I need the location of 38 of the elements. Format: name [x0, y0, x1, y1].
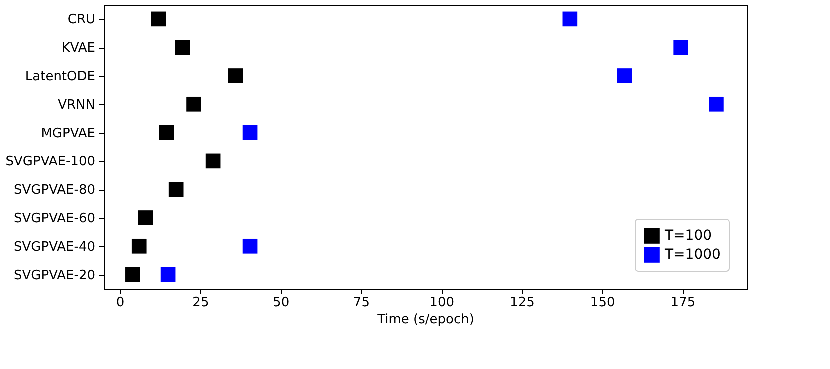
y-tick-label: SVGPVAE-100 — [6, 154, 96, 170]
point — [175, 40, 190, 56]
point — [674, 40, 689, 56]
x-tick-label: 25 — [192, 296, 210, 310]
y-tick-label: MGPVAE — [41, 126, 96, 142]
point — [206, 154, 221, 169]
point — [562, 12, 578, 27]
point — [228, 68, 244, 84]
y-tick-label: SVGPVAE-80 — [14, 183, 96, 198]
point — [186, 96, 202, 112]
x-tick-label: 75 — [353, 296, 370, 310]
point — [138, 210, 154, 226]
point — [126, 267, 140, 282]
legend-label: T=100 — [664, 228, 712, 244]
point — [151, 12, 166, 27]
x-tick-label: 150 — [590, 296, 616, 310]
y-tick-label: KVAE — [62, 41, 96, 56]
point — [709, 96, 724, 112]
y-tick-label: SVGPVAE-40 — [14, 240, 96, 255]
point — [242, 125, 258, 140]
y-tick-label: LatentODE — [25, 70, 96, 84]
x-tick-label: 0 — [116, 296, 125, 310]
point — [160, 267, 176, 282]
legend-label: T=1000 — [664, 247, 721, 263]
x-tick-label: 100 — [430, 296, 454, 310]
y-tick-label: SVGPVAE-60 — [14, 212, 96, 226]
x-tick-label: 175 — [670, 296, 696, 310]
point — [132, 238, 147, 254]
point — [159, 125, 174, 140]
point — [242, 238, 258, 254]
x-tick-label: 125 — [510, 296, 535, 310]
y-tick-label: CRU — [68, 12, 96, 28]
y-tick-label: VRNN — [58, 98, 96, 113]
point — [617, 68, 632, 84]
x-tick-label: 50 — [273, 296, 290, 310]
x-axis-title: Time (s/epoch) — [376, 312, 474, 328]
y-tick-label: SVGPVAE-20 — [14, 268, 96, 284]
point — [168, 182, 184, 198]
